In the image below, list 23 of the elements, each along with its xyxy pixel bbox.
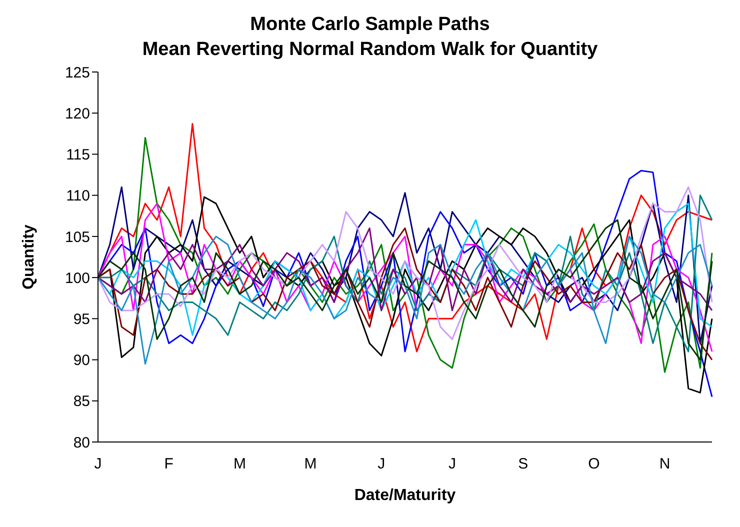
y-tick-label: 115 xyxy=(66,146,90,164)
y-tick-label: 90 xyxy=(73,352,90,370)
y-tick-label: 85 xyxy=(73,393,90,410)
line-series xyxy=(97,227,713,312)
y-axis-title: Quantity xyxy=(20,224,38,290)
y-tick-label: 80 xyxy=(73,434,90,452)
x-tick-label: M xyxy=(304,456,317,473)
y-tick-label: 105 xyxy=(64,228,90,246)
x-tick-label: J xyxy=(94,456,102,473)
y-tick-label: 95 xyxy=(73,310,90,328)
x-tick-label: S xyxy=(518,456,528,473)
x-tick-label: J xyxy=(378,456,386,473)
x-tick-label: N xyxy=(659,456,670,473)
x-tick-label: F xyxy=(164,456,174,473)
x-tick-label: J xyxy=(448,456,456,473)
y-tick-label: 110 xyxy=(66,188,90,205)
y-tick-label: 100 xyxy=(64,270,90,287)
x-tick-label: O xyxy=(588,456,600,473)
chart-title: Monte Carlo Sample Paths Mean Reverting Normal Random Walk for Quantity xyxy=(141,13,599,62)
x-tick-label: M xyxy=(233,456,246,473)
y-tick-label: 120 xyxy=(64,105,90,122)
y-tick-label: 125 xyxy=(64,64,90,82)
x-axis-title: Date/Maturity xyxy=(354,487,456,504)
